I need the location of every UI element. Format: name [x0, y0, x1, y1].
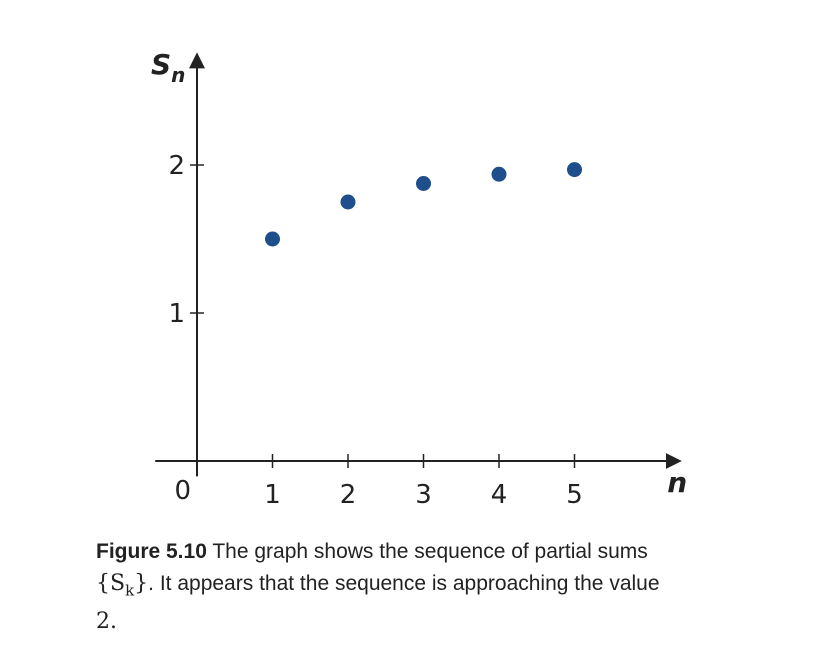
caption-text-1: The graph shows the sequence of partial … — [206, 540, 648, 563]
data-point — [265, 231, 280, 247]
caption-math-value: 2. — [96, 609, 117, 635]
figure-label: Figure 5.10 — [96, 540, 207, 563]
caption-math-set: {Sk} — [96, 571, 149, 600]
data-point — [567, 162, 582, 178]
x-tick-label: 1 — [264, 480, 281, 510]
y-tick-label: 1 — [168, 299, 185, 329]
y-axis-label: Sn — [151, 48, 185, 87]
y-tick-label: 2 — [168, 151, 185, 181]
x-tick-label: 3 — [415, 480, 432, 510]
y-axis-label-main: S — [151, 48, 171, 81]
chart-plot: 1 2 3 4 5 1 2 0 n Sn — [151, 48, 687, 510]
origin-label: 0 — [174, 476, 191, 506]
caption-text-2: . It appears that the sequence is approa… — [148, 572, 660, 595]
data-point — [416, 176, 431, 191]
y-axis-label-subscript: n — [171, 63, 185, 87]
x-tick-label: 5 — [566, 480, 583, 510]
x-axis-label: n — [667, 466, 687, 499]
x-tick-label: 4 — [491, 480, 508, 510]
data-point — [491, 166, 507, 182]
figure-caption: Figure 5.10 The graph shows the sequence… — [96, 536, 796, 638]
data-point — [340, 194, 356, 210]
x-tick-label: 2 — [340, 480, 357, 510]
